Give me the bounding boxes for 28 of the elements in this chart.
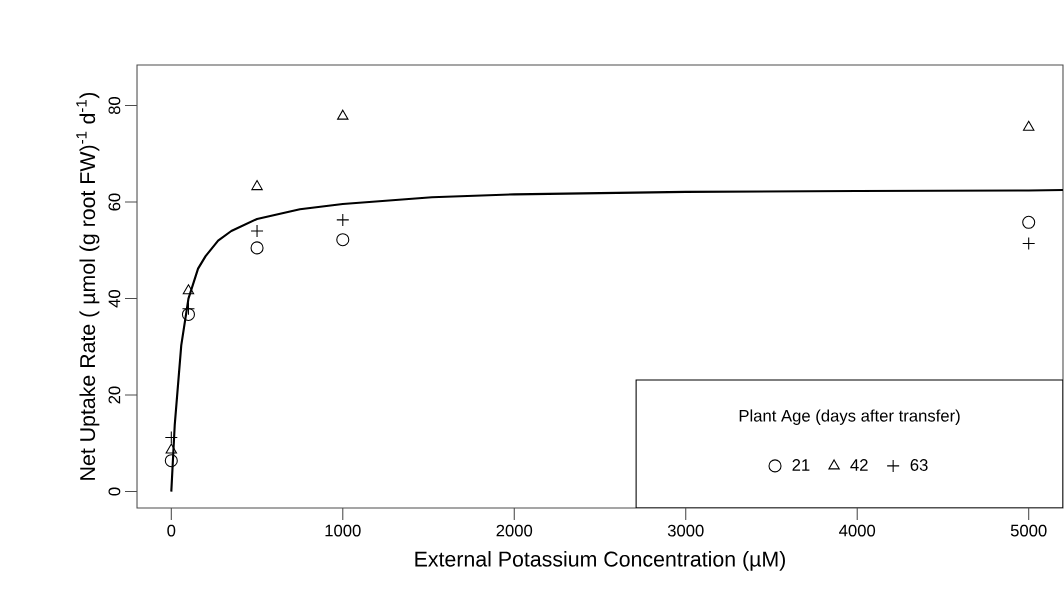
legend-title: Plant Age (days after transfer): [739, 409, 960, 425]
x-tick-label: 1000: [325, 524, 361, 537]
x-tick-label: 5000: [1010, 524, 1047, 537]
point: [250, 224, 264, 238]
point: [337, 109, 349, 120]
y-axis-title: Net Uptake Rate ( µmol (g root FW)$^{-1}$ d$^{-1}$): [76, 92, 100, 480]
point: [182, 284, 195, 295]
y-tick-label: 0: [108, 487, 121, 496]
x-tick-label: 0: [167, 524, 176, 537]
point: [1022, 120, 1035, 131]
y-tick-label: 40: [108, 289, 121, 308]
point: [336, 233, 350, 247]
point: [1022, 215, 1036, 229]
x-tick-label: 4000: [839, 524, 876, 537]
x-tick-label: 3000: [667, 524, 704, 537]
y-tick-label: 80: [108, 96, 121, 115]
point: [181, 307, 195, 322]
y-tick-label: 60: [108, 193, 121, 211]
x-tick-label: 2000: [496, 524, 533, 537]
legend-label: 42: [850, 459, 868, 471]
point: [251, 180, 263, 191]
point: [250, 241, 264, 255]
y-tick-label: 20: [108, 386, 121, 404]
x-axis-title: External Potassium Concentration (µM): [415, 550, 785, 571]
point: [336, 213, 350, 227]
legend-label: 63: [910, 459, 928, 471]
point: [164, 454, 178, 468]
legend-label: 21: [792, 459, 810, 471]
